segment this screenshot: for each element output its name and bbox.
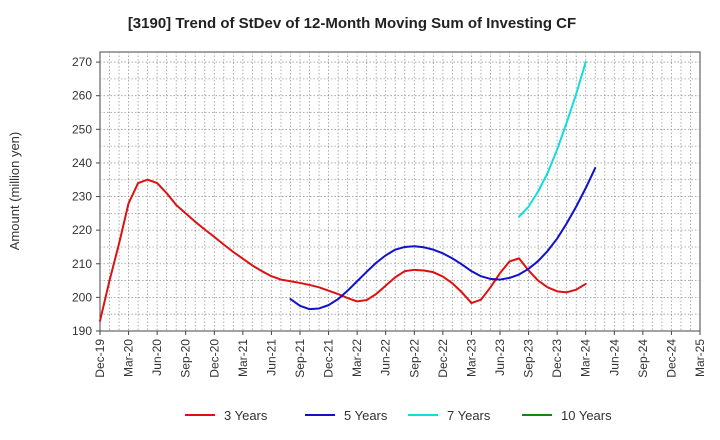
y-tick-label: 240: [72, 156, 92, 170]
y-tick-label: 230: [72, 190, 92, 204]
x-tick-label: Jun-23: [493, 339, 507, 376]
series-lines: [99, 61, 597, 322]
legend: 3 Years 5 Years 7 Years 10 Years: [185, 408, 612, 423]
x-tick-label: Dec-20: [207, 339, 221, 378]
legend-label: 3 Years: [224, 408, 268, 423]
x-tick-label: Jun-20: [150, 339, 164, 376]
x-tick-label: Sep-20: [179, 339, 193, 378]
x-tick-label: Dec-24: [664, 339, 678, 378]
y-axis-label: Amount (million yen): [7, 132, 22, 251]
y-tick-label: 260: [72, 89, 92, 103]
x-axis: Dec-19 Mar-20 Jun-20 Sep-20 Dec-20 Mar-21 Jun-…: [93, 331, 707, 378]
x-tick-label: Jun-22: [379, 339, 393, 376]
x-tick-label: Mar-24: [579, 339, 593, 377]
x-tick-label: Mar-25: [693, 339, 707, 377]
x-tick-label: Dec-21: [322, 339, 336, 378]
x-tick-label: Jun-24: [607, 339, 621, 376]
x-tick-label: Sep-21: [293, 339, 307, 378]
chart-title: [3190] Trend of StDev of 12-Month Moving…: [128, 15, 576, 32]
x-tick-label: Jun-21: [264, 339, 278, 376]
x-tick-label: Mar-20: [122, 339, 136, 377]
x-tick-label: Sep-24: [636, 339, 650, 378]
y-tick-label: 270: [72, 55, 92, 69]
plot-area: [99, 51, 701, 332]
x-tick-label: Mar-21: [236, 339, 250, 377]
legend-label: 7 Years: [447, 408, 491, 423]
x-tick-label: Sep-23: [522, 339, 536, 378]
series-line-5-years: [289, 166, 597, 311]
legend-label: 5 Years: [344, 408, 388, 423]
y-tick-label: 250: [72, 122, 92, 136]
legend-label: 10 Years: [561, 408, 612, 423]
y-tick-label: 220: [72, 223, 92, 237]
y-axis: 190 200 210 220 230 240 250 260 270: [72, 55, 100, 338]
x-tick-label: Dec-19: [93, 339, 107, 378]
x-tick-label: Dec-23: [550, 339, 564, 378]
x-tick-label: Dec-22: [436, 339, 450, 378]
y-tick-label: 210: [72, 257, 92, 271]
x-tick-label: Mar-23: [464, 339, 478, 377]
x-tick-label: Mar-22: [350, 339, 364, 377]
y-tick-label: 200: [72, 290, 92, 304]
x-tick-label: Sep-22: [407, 339, 421, 378]
y-tick-label: 190: [72, 324, 92, 338]
series-line-7-years: [518, 61, 587, 218]
